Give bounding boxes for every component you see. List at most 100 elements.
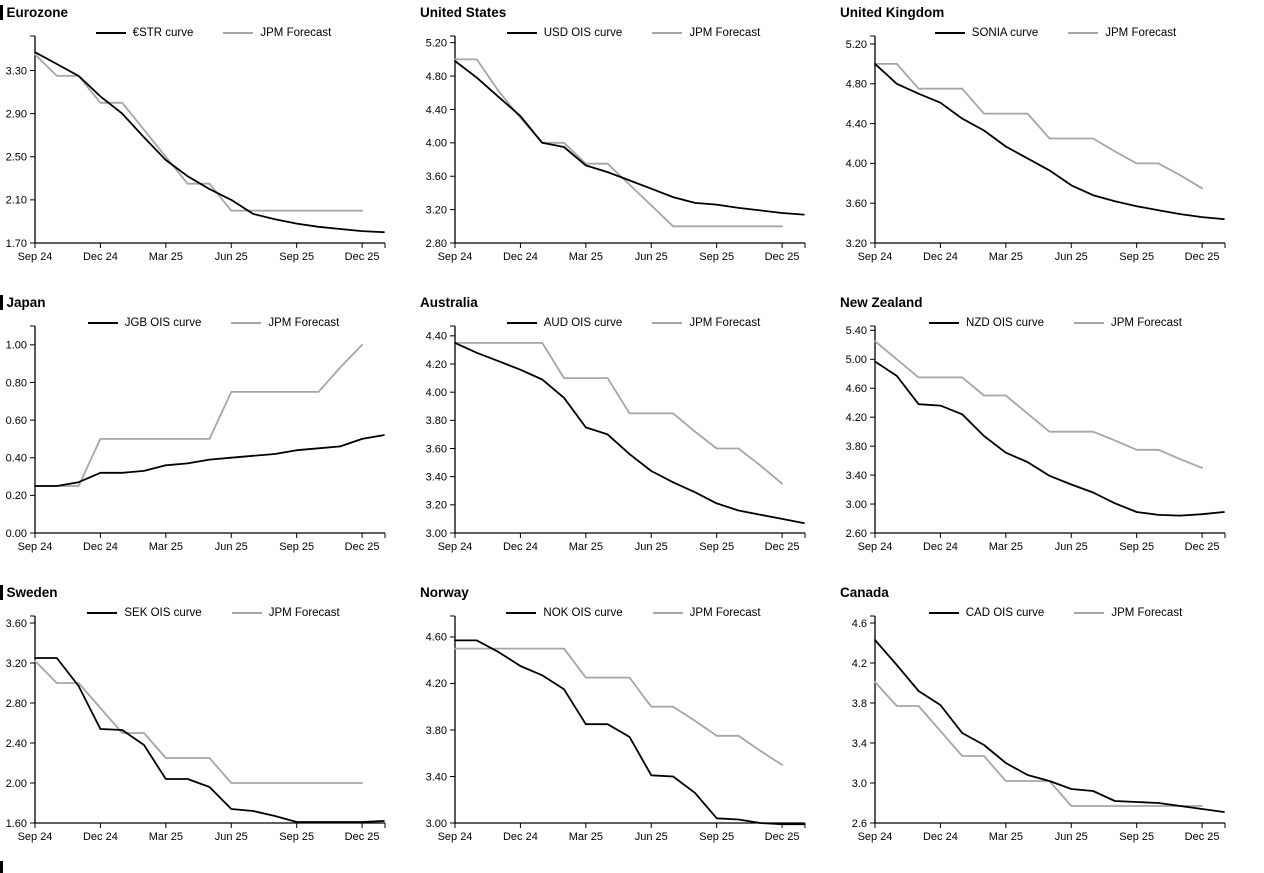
chart-title-row: Australia: [420, 290, 840, 313]
y-tick-label: 3.20: [846, 238, 867, 250]
sonia-curve-swatch: [934, 32, 965, 34]
legend-label-jpm-forecast: JPM Forecast: [689, 317, 761, 329]
chart-panel-canada: Canada CAD OIS curve JPM Forecast 2.6 3.0 3.4…: [840, 580, 1264, 873]
legend-label-aud-ois-curve: AUD OIS curve: [543, 317, 623, 329]
legend-item-jpm-forecast: JPM Forecast: [1074, 607, 1182, 619]
y-tick-label: 4.40: [426, 104, 447, 116]
chart-united-kingdom-plot: 3.20 3.60 4.00 4.40 4.80 5.20 Sep 24 Dec 24 Mar …: [846, 35, 1226, 263]
chart-title-norway: Norway: [420, 585, 469, 600]
y-tick-label: 3.80: [846, 441, 867, 453]
x-tick-label: Mar 25: [149, 251, 183, 263]
y-tick-label: 2.80: [6, 698, 27, 710]
y-tick-label: 3.30: [6, 65, 27, 77]
chart-sweden-plot: 1.60 2.00 2.40 2.80 3.20 3.60 Sep 24 Dec 24 Mar …: [6, 615, 386, 843]
legend-item-jpm-forecast: JPM Forecast: [652, 317, 760, 329]
chart-title-new-zealand: New Zealand: [840, 295, 923, 310]
x-tick-label: Sep 24: [438, 831, 473, 843]
x-tick-label: Sep 24: [438, 251, 473, 263]
legend-item-usd-ois-curve: USD OIS curve: [506, 27, 623, 39]
x-tick-label: Dec 25: [345, 831, 380, 843]
y-tick-label: 3.60: [426, 171, 447, 183]
y-tick-label: 4.40: [426, 331, 447, 343]
jpm-forecast-line: [454, 647, 784, 766]
x-tick-label: Sep 25: [699, 541, 734, 553]
chart-title-eurozone: Eurozone: [6, 5, 69, 20]
chart-new-zealand-plot: 2.60 3.00 3.40 3.80 4.20 4.60 5.00 5.40 Sep 24 De…: [846, 325, 1226, 553]
chart-australia-plot: 3.00 3.20 3.40 3.60 3.80 4.00 4.20 4.40 Sep 24 De…: [426, 325, 806, 553]
estr-curve-swatch: [95, 32, 126, 34]
x-tick-label: Dec 24: [503, 541, 538, 553]
x-tick-label: Jun 25: [635, 541, 668, 553]
chart-panel-new-zealand: New Zealand NZD OIS curve JPM Forecast 2.60…: [840, 290, 1264, 580]
y-tick-label: 4.6: [852, 618, 867, 630]
chart-title-row: Sweden: [0, 580, 420, 603]
y-tick-label: 4.60: [426, 632, 447, 644]
legend-label-usd-ois-curve: USD OIS curve: [543, 27, 623, 39]
nzd-ois-curve-line: [874, 360, 1225, 517]
x-tick-label: Sep 25: [279, 251, 314, 263]
legend-label-nzd-ois-curve: NZD OIS curve: [966, 317, 1045, 329]
y-tick-label: 4.80: [426, 71, 447, 83]
chart-panel-eurozone: Eurozone €STR curve JPM Forecast 1.70 2.10 2.…: [0, 0, 420, 290]
sek-ois-curve-line: [34, 657, 385, 823]
x-tick-label: Dec 25: [1185, 831, 1220, 843]
x-tick-label: Sep 25: [279, 831, 314, 843]
jpm-forecast-swatch: [231, 612, 262, 614]
jpm-forecast-line: [454, 58, 784, 228]
chart-title-row: Eurozone: [0, 0, 420, 23]
x-tick-label: Mar 25: [989, 251, 1023, 263]
x-tick-label: Jun 25: [1055, 251, 1088, 263]
chart-title-row: Japan: [0, 290, 420, 313]
legend-label-jpm-forecast: JPM Forecast: [268, 317, 340, 329]
chart-title-japan: Japan: [6, 295, 46, 310]
y-tick-label: 4.60: [846, 383, 867, 395]
x-tick-label: Dec 24: [503, 831, 538, 843]
y-tick-label: 0.80: [6, 377, 27, 389]
y-tick-label: 2.80: [426, 238, 447, 250]
x-tick-label: Jun 25: [215, 541, 248, 553]
y-tick-label: 3.40: [426, 471, 447, 483]
chart-eurozone-plot: 1.70 2.10 2.50 2.90 3.30 Sep 24 Dec 24 Mar 25 Ju…: [6, 35, 386, 263]
y-tick-label: 4.20: [846, 412, 867, 424]
x-tick-label: Sep 25: [1119, 541, 1154, 553]
axes: [34, 36, 385, 244]
legend-item-sonia-curve: SONIA curve: [934, 27, 1038, 39]
x-tick-label: Jun 25: [215, 831, 248, 843]
aud-ois-curve-line: [454, 341, 805, 525]
y-tick-label: 2.00: [6, 778, 27, 790]
axes: [874, 326, 1225, 534]
x-tick-label: Sep 24: [858, 541, 893, 553]
cad-ois-curve-line: [874, 639, 1225, 813]
y-tick-label: 3.00: [426, 528, 447, 540]
x-tick-label: Dec 25: [345, 541, 380, 553]
legend-item-estr-curve: €STR curve: [95, 27, 193, 39]
chart-title-canada: Canada: [840, 585, 889, 600]
legend-label-sek-ois-curve: SEK OIS curve: [124, 607, 202, 619]
y-tick-label: 3.00: [426, 818, 447, 830]
x-tick-label: Mar 25: [149, 831, 183, 843]
x-tick-label: Dec 24: [83, 831, 118, 843]
axes: [34, 616, 385, 824]
y-tick-label: 3.80: [426, 415, 447, 427]
chart-panel-united-kingdom: United Kingdom SONIA curve JPM Forecast 3.2…: [840, 0, 1264, 290]
x-tick-label: Dec 24: [923, 251, 958, 263]
x-tick-label: Sep 24: [18, 251, 53, 263]
jpm-forecast-line: [874, 63, 1204, 190]
legend-label-jpm-forecast: JPM Forecast: [689, 607, 761, 619]
sek-ois-curve-swatch: [87, 612, 118, 614]
legend-label-jpm-forecast: JPM Forecast: [268, 607, 340, 619]
jpm-forecast-swatch: [1074, 612, 1105, 614]
legend-item-nok-ois-curve: NOK OIS curve: [506, 607, 623, 619]
chart-title-row: Canada: [840, 580, 1264, 603]
legend-label-jpm-forecast: JPM Forecast: [1105, 27, 1177, 39]
y-tick-label: 1.70: [6, 238, 27, 250]
x-tick-label: Dec 24: [83, 541, 118, 553]
x-tick-label: Dec 24: [923, 541, 958, 553]
legend-label-jgb-ois-curve: JGB OIS curve: [124, 317, 202, 329]
jpm-forecast-swatch: [223, 32, 254, 34]
x-tick-label: Mar 25: [569, 831, 603, 843]
sonia-curve-line: [874, 63, 1225, 221]
legend-eurozone: €STR curve JPM Forecast: [35, 27, 392, 39]
chart-panel-sweden: Sweden SEK OIS curve JPM Forecast 1.60 2.00 2…: [0, 580, 420, 873]
legend-label-jpm-forecast: JPM Forecast: [1111, 317, 1182, 329]
